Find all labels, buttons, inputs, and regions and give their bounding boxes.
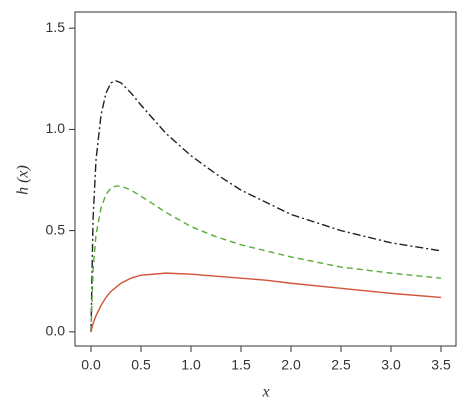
y-tick-label: 0.5 <box>46 221 66 237</box>
x-tick-label: 2.5 <box>331 357 351 373</box>
plot-frame <box>74 11 457 347</box>
x-tick-label: 0.0 <box>81 357 101 373</box>
x-tick-label: 0.5 <box>131 357 151 373</box>
y-axis-label: h (x) <box>15 165 32 195</box>
x-tick-label: 3.0 <box>381 357 401 373</box>
y-tick-label: 0.0 <box>46 323 66 339</box>
line-series <box>90 272 442 332</box>
x-tick-label: 1.5 <box>231 357 251 373</box>
x-tick-label: 1.0 <box>181 357 201 373</box>
x-tick-label: 3.5 <box>431 357 451 373</box>
line-series <box>90 80 442 332</box>
x-axis-label: x <box>261 384 269 401</box>
y-tick-label: 1.5 <box>46 19 66 35</box>
line-series <box>90 185 442 332</box>
y-tick-label: 1.0 <box>46 120 66 136</box>
x-tick-label: 2.0 <box>281 357 301 373</box>
